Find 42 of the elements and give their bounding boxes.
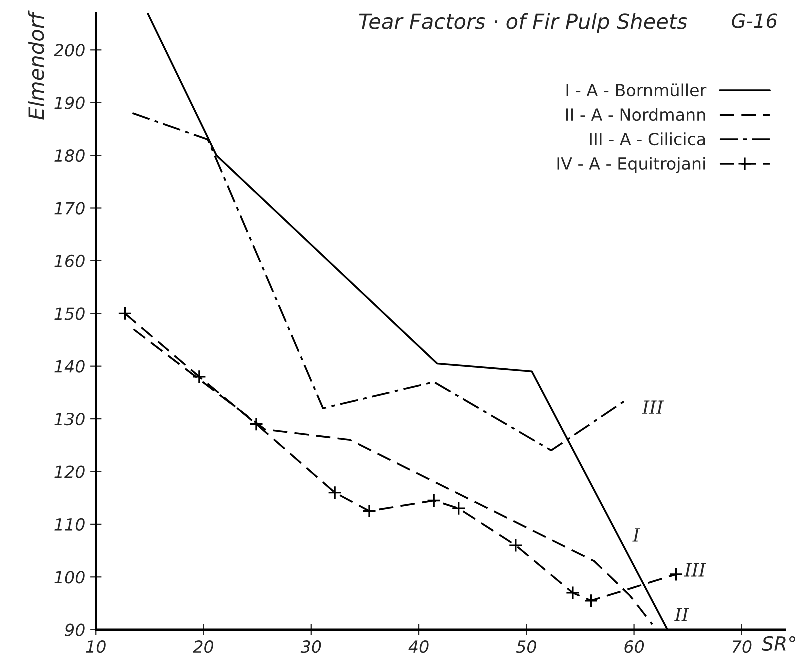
y-tick-label: 190	[54, 96, 85, 110]
x-tick-label: 40	[408, 640, 429, 654]
point	[584, 594, 598, 608]
y-tick-label: 130	[54, 413, 85, 426]
chart-title: Tear Factors · of Fir Pulp Sheets	[359, 13, 688, 34]
y-axis-title: Elmendorf	[28, 10, 44, 120]
point	[508, 538, 523, 553]
x-axis-title: SR°	[762, 636, 796, 652]
y-tick-label: 120	[54, 466, 85, 478]
annotation: II	[674, 608, 690, 622]
point	[427, 494, 442, 508]
y-tick-label: 100	[54, 571, 85, 584]
point	[249, 417, 264, 432]
x-tick-label: 30	[300, 640, 322, 654]
y-tick-label: 110	[54, 518, 85, 532]
legend-label: III - A - Cilicica	[590, 132, 706, 146]
point	[118, 306, 132, 321]
annotation: G-16	[732, 14, 778, 28]
point	[452, 502, 466, 516]
legend-label: II - A - Nordmann	[566, 108, 706, 122]
legend-label: IV - A - Equitrojani	[558, 157, 706, 174]
annotation: III	[642, 400, 664, 414]
x-tick-label: 60	[624, 640, 644, 654]
y-tick-label: 180	[54, 150, 85, 162]
point	[328, 486, 342, 500]
y-tick-label: 200	[54, 44, 85, 57]
y-tick-label: 90	[65, 624, 85, 636]
annotation: I	[632, 528, 640, 542]
point	[566, 586, 580, 600]
point	[362, 504, 377, 518]
annotation: III	[684, 564, 706, 577]
x-tick-label: 20	[193, 640, 214, 654]
y-tick-label: 170	[54, 202, 85, 215]
y-tick-label: 160	[54, 254, 85, 268]
y-tick-label: 140	[54, 360, 85, 373]
point	[192, 370, 207, 384]
x-tick-label: 70	[732, 640, 752, 654]
x-tick-label: 10	[86, 640, 106, 654]
x-tick-label: 50	[516, 640, 536, 654]
y-tick-label: 150	[54, 308, 85, 320]
legend-label: I - A - Bornmüller	[566, 84, 707, 97]
point	[669, 567, 684, 582]
